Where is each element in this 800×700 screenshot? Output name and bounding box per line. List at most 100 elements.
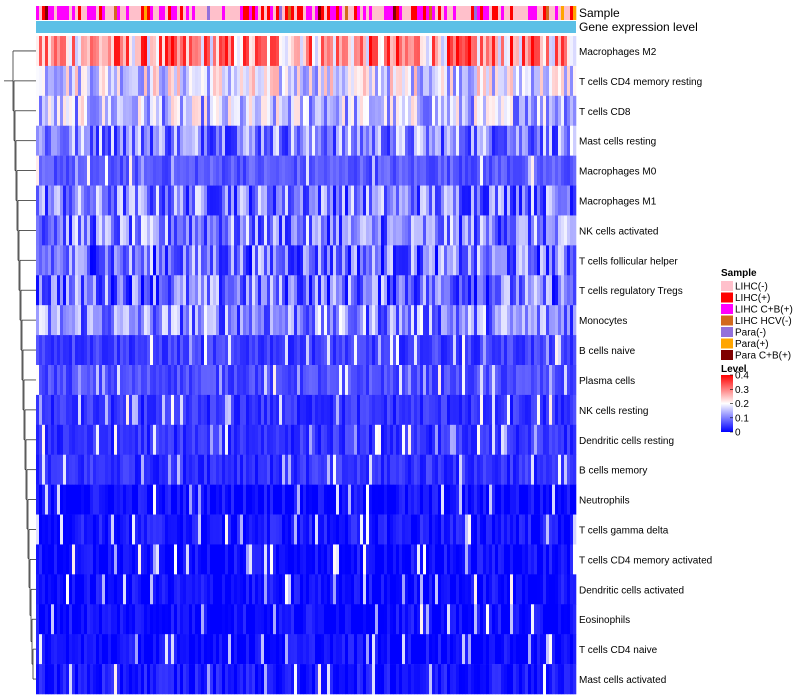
heatmap-cell	[291, 335, 295, 366]
heatmap-cell	[303, 275, 307, 306]
heatmap-cell	[573, 125, 577, 156]
heatmap-cell	[45, 65, 49, 97]
heatmap-cell	[204, 574, 208, 605]
heatmap-cell	[480, 664, 484, 695]
heatmap-cell	[111, 125, 115, 156]
sample-cell	[288, 6, 292, 20]
heatmap-cell	[561, 155, 565, 186]
heatmap-cell	[135, 245, 139, 276]
heatmap-cell	[357, 245, 361, 276]
heatmap-cell	[192, 544, 196, 575]
heatmap-cell	[231, 335, 235, 366]
heatmap-cell	[147, 454, 151, 485]
sample-cell	[444, 6, 448, 20]
sample-cell	[294, 6, 298, 20]
heatmap-cell	[414, 604, 418, 635]
heatmap-cell	[111, 574, 115, 605]
heatmap-cell	[240, 634, 244, 665]
heatmap-cell	[183, 544, 187, 575]
heatmap-cell	[309, 394, 313, 426]
heatmap-cell	[444, 185, 448, 216]
heatmap-cell	[294, 215, 298, 246]
heatmap-cell	[81, 335, 85, 366]
heatmap-cell	[273, 664, 277, 695]
heatmap-cell	[249, 185, 253, 216]
heatmap-cell	[306, 574, 310, 605]
heatmap-cell	[123, 335, 127, 366]
heatmap-cell	[309, 424, 313, 456]
heatmap-cell	[255, 365, 259, 396]
heatmap-cell	[462, 65, 466, 97]
heatmap-cell	[315, 305, 319, 336]
heatmap-cell	[327, 484, 331, 515]
heatmap-cell	[345, 574, 349, 605]
heatmap-cell	[123, 155, 127, 186]
heatmap-cell	[294, 424, 298, 456]
heatmap-cell	[207, 574, 211, 605]
heatmap-cell	[141, 574, 145, 605]
heatmap-cell	[507, 514, 511, 545]
heatmap-cell	[333, 544, 337, 575]
heatmap-cell	[180, 664, 184, 695]
heatmap-cell	[543, 245, 547, 276]
heatmap-cell	[558, 65, 562, 97]
heatmap-cell	[249, 454, 253, 485]
heatmap-cell	[441, 245, 445, 276]
heatmap-cell	[195, 185, 199, 216]
heatmap-cell	[468, 215, 472, 246]
heatmap-cell	[384, 36, 388, 67]
sample-cell	[213, 6, 217, 20]
heatmap-cell	[96, 484, 100, 515]
heatmap-cell	[285, 394, 289, 426]
heatmap-cell	[531, 664, 535, 695]
heatmap-cell	[66, 275, 70, 306]
heatmap-cell	[324, 634, 328, 665]
heatmap-cell	[159, 65, 163, 97]
heatmap-cell	[363, 155, 367, 186]
heatmap-cell	[252, 544, 256, 575]
heatmap-cell	[99, 36, 103, 67]
heatmap-cell	[42, 664, 46, 695]
heatmap-cell	[198, 125, 202, 156]
heatmap-cell	[558, 634, 562, 665]
heatmap-cell	[171, 514, 175, 545]
heatmap-cell	[477, 484, 481, 515]
heatmap-cell	[462, 365, 466, 396]
heatmap-cell	[147, 544, 151, 575]
heatmap-cell	[390, 95, 394, 127]
heatmap-cell	[489, 275, 493, 306]
heatmap-cell	[402, 604, 406, 635]
heatmap-cell	[159, 215, 163, 246]
heatmap-cell	[450, 664, 454, 695]
heatmap-cell	[345, 664, 349, 695]
heatmap-cell	[87, 245, 91, 276]
heatmap-cell	[450, 36, 454, 67]
heatmap-cell	[372, 215, 376, 246]
heatmap-cell	[159, 454, 163, 485]
heatmap-cell	[534, 245, 538, 276]
heatmap-cell	[429, 275, 433, 306]
heatmap-cell	[336, 454, 340, 485]
heatmap-cell	[363, 125, 367, 156]
heatmap-cell	[51, 574, 55, 605]
heatmap-cell	[267, 514, 271, 545]
heatmap-cell	[312, 574, 316, 605]
heatmap-cell	[279, 275, 283, 306]
heatmap-cell	[456, 335, 460, 366]
heatmap-cell	[351, 454, 355, 485]
heatmap-cell	[48, 185, 52, 216]
heatmap-cell	[162, 574, 166, 605]
heatmap-cell	[249, 604, 253, 635]
heatmap-cell	[375, 484, 379, 515]
heatmap-cell	[396, 365, 400, 396]
heatmap-cell	[528, 544, 532, 575]
heatmap-cell	[222, 155, 226, 186]
sample-cell	[141, 6, 145, 20]
heatmap-cell	[213, 155, 217, 186]
heatmap-cell	[384, 95, 388, 127]
heatmap-cell	[51, 544, 55, 575]
heatmap-cell	[552, 245, 556, 276]
heatmap-cell	[378, 125, 382, 156]
heatmap-cell	[564, 155, 568, 186]
heatmap-cell	[57, 454, 61, 485]
